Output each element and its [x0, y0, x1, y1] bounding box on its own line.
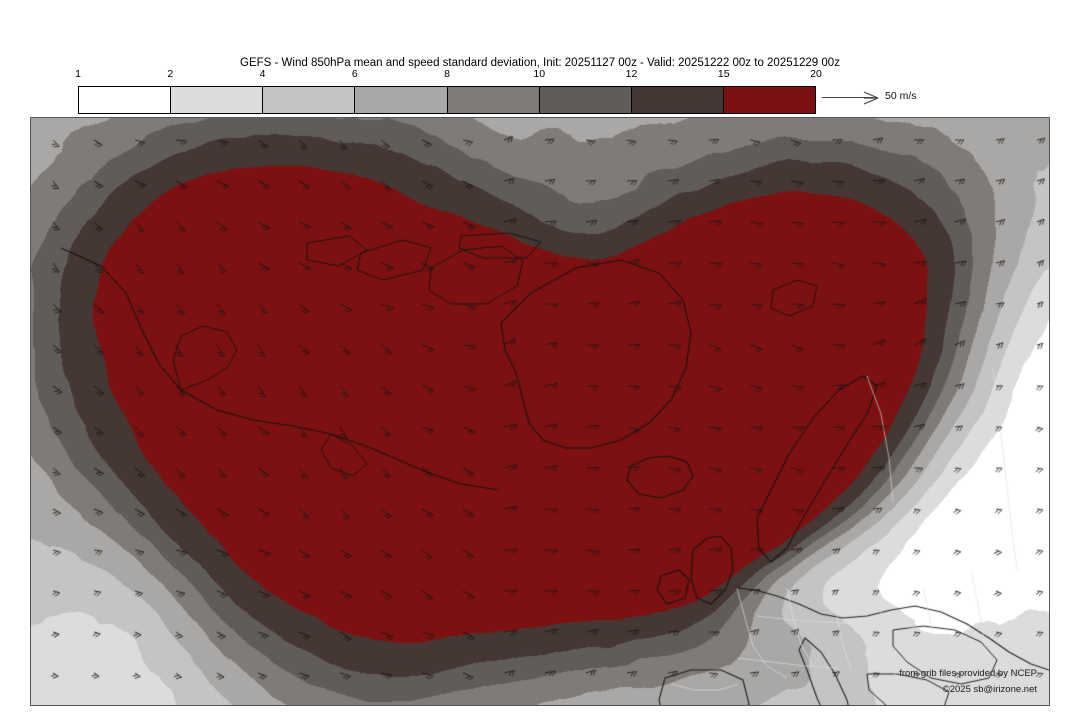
- colorbar-segment-4-6: [263, 87, 356, 113]
- colorbar-segments: [78, 86, 816, 114]
- data-source-credit: from grib files provided by NCEP: [899, 668, 1037, 679]
- colorbar-segment-12-15: [631, 87, 724, 113]
- colorbar-tick-8: 8: [444, 68, 450, 80]
- colorbar-tick-labels: 1 2 4 6 8 10 12 15 20: [75, 68, 822, 84]
- map-field-canvas: [31, 118, 1049, 705]
- arrow-head-icon: [863, 91, 879, 105]
- colorbar-tick-10: 10: [533, 68, 546, 80]
- reference-vector-label: 50 m/s: [885, 90, 917, 102]
- colorbar-tick-2: 2: [167, 68, 174, 80]
- colorbar-segment-2-4: [171, 87, 264, 113]
- colorbar-tick-12: 12: [625, 68, 638, 80]
- colorbar-tick-4: 4: [259, 68, 266, 80]
- colorbar-tick-20: 20: [810, 68, 822, 80]
- reference-wind-vector: 50 m/s: [822, 88, 927, 108]
- colorbar-segment-10-12: [539, 87, 632, 113]
- colorbar-segment-1-2: [79, 87, 172, 113]
- colorbar: 1 2 4 6 8 10 12 15 20: [75, 68, 822, 114]
- colorbar-tick-6: 6: [351, 68, 358, 80]
- reference-vector-shaft: [822, 97, 874, 98]
- map-plot-area[interactable]: from grib files provided by NCEP ©2025 s…: [30, 117, 1050, 706]
- colorbar-segment-15-20: [723, 87, 815, 113]
- colorbar-tick-15: 15: [717, 68, 730, 80]
- colorbar-segment-8-10: [447, 87, 540, 113]
- page-title: GEFS - Wind 850hPa mean and speed standa…: [240, 57, 840, 69]
- copyright-credit: ©2025 sb@irizone.net: [942, 684, 1037, 695]
- colorbar-segment-6-8: [355, 87, 448, 113]
- colorbar-tick-1: 1: [75, 68, 81, 80]
